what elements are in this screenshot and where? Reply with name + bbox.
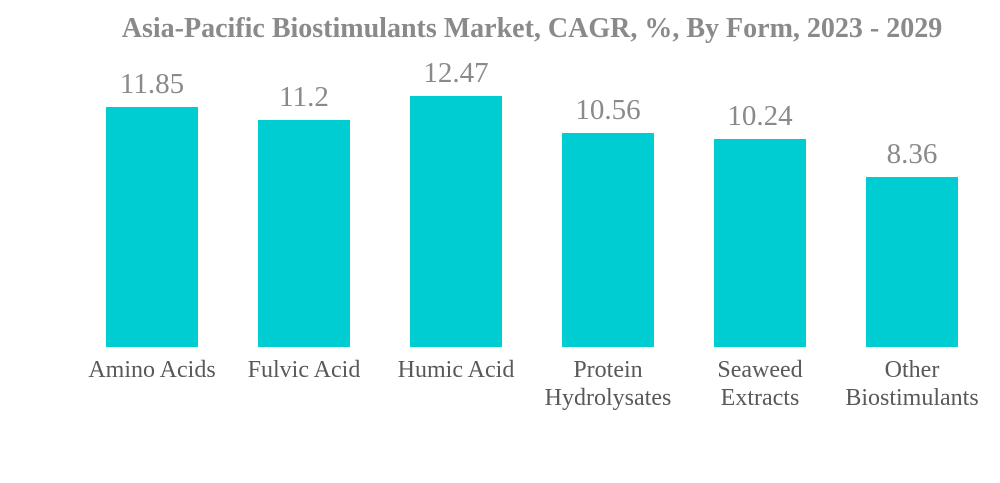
category-label: Seaweed Extracts	[717, 357, 803, 411]
chart-plot-area: 11.85 Amino Acids 11.2 Fulvic Acid 12.47 Humi…	[76, 57, 988, 412]
bar-group-amino-acids: 11.85 Amino Acids	[76, 57, 228, 384]
bar-stack: 11.2	[258, 57, 350, 347]
bar-value-label: 8.36	[886, 138, 938, 170]
bar-humic-acid	[410, 96, 502, 347]
category-label: Humic Acid	[397, 357, 515, 383]
bar-group-other-biostimulants: 8.36 Other Biostimulants	[836, 57, 988, 412]
bar-value-label: 10.24	[727, 100, 793, 132]
bar-protein-hydrolysates	[562, 133, 654, 347]
bar-group-fulvic-acid: 11.2 Fulvic Acid	[228, 57, 380, 384]
bar-value-label: 12.47	[423, 57, 489, 89]
bar-fulvic-acid	[258, 120, 350, 347]
bar-stack: 10.24	[714, 57, 806, 347]
bar-stack: 12.47	[410, 57, 502, 347]
category-label: Other Biostimulants	[845, 357, 979, 411]
bar-stack: 8.36	[866, 57, 958, 347]
bar-value-label: 11.85	[119, 68, 185, 100]
bar-other-biostimulants	[866, 177, 958, 347]
category-label: Amino Acids	[88, 357, 216, 383]
plot-wrapper: Asia-Pacific Biostimulants Market, CAGR,…	[76, 0, 988, 412]
bar-stack: 11.85	[106, 57, 198, 347]
bar-group-seaweed-extracts: 10.24 Seaweed Extracts	[684, 57, 836, 412]
bar-value-label: 11.2	[279, 81, 329, 113]
bar-group-humic-acid: 12.47 Humic Acid	[380, 57, 532, 384]
bar-group-protein-hydrolysates: 10.56 Protein Hydrolysates	[532, 57, 684, 412]
bar-amino-acids	[106, 107, 198, 347]
category-label: Fulvic Acid	[247, 357, 361, 383]
bar-stack: 10.56	[562, 57, 654, 347]
category-label: Protein Hydrolysates	[544, 357, 672, 411]
chart-title: Asia-Pacific Biostimulants Market, CAGR,…	[121, 13, 943, 44]
bar-value-label: 10.56	[575, 94, 641, 126]
bar-seaweed-extracts	[714, 139, 806, 347]
